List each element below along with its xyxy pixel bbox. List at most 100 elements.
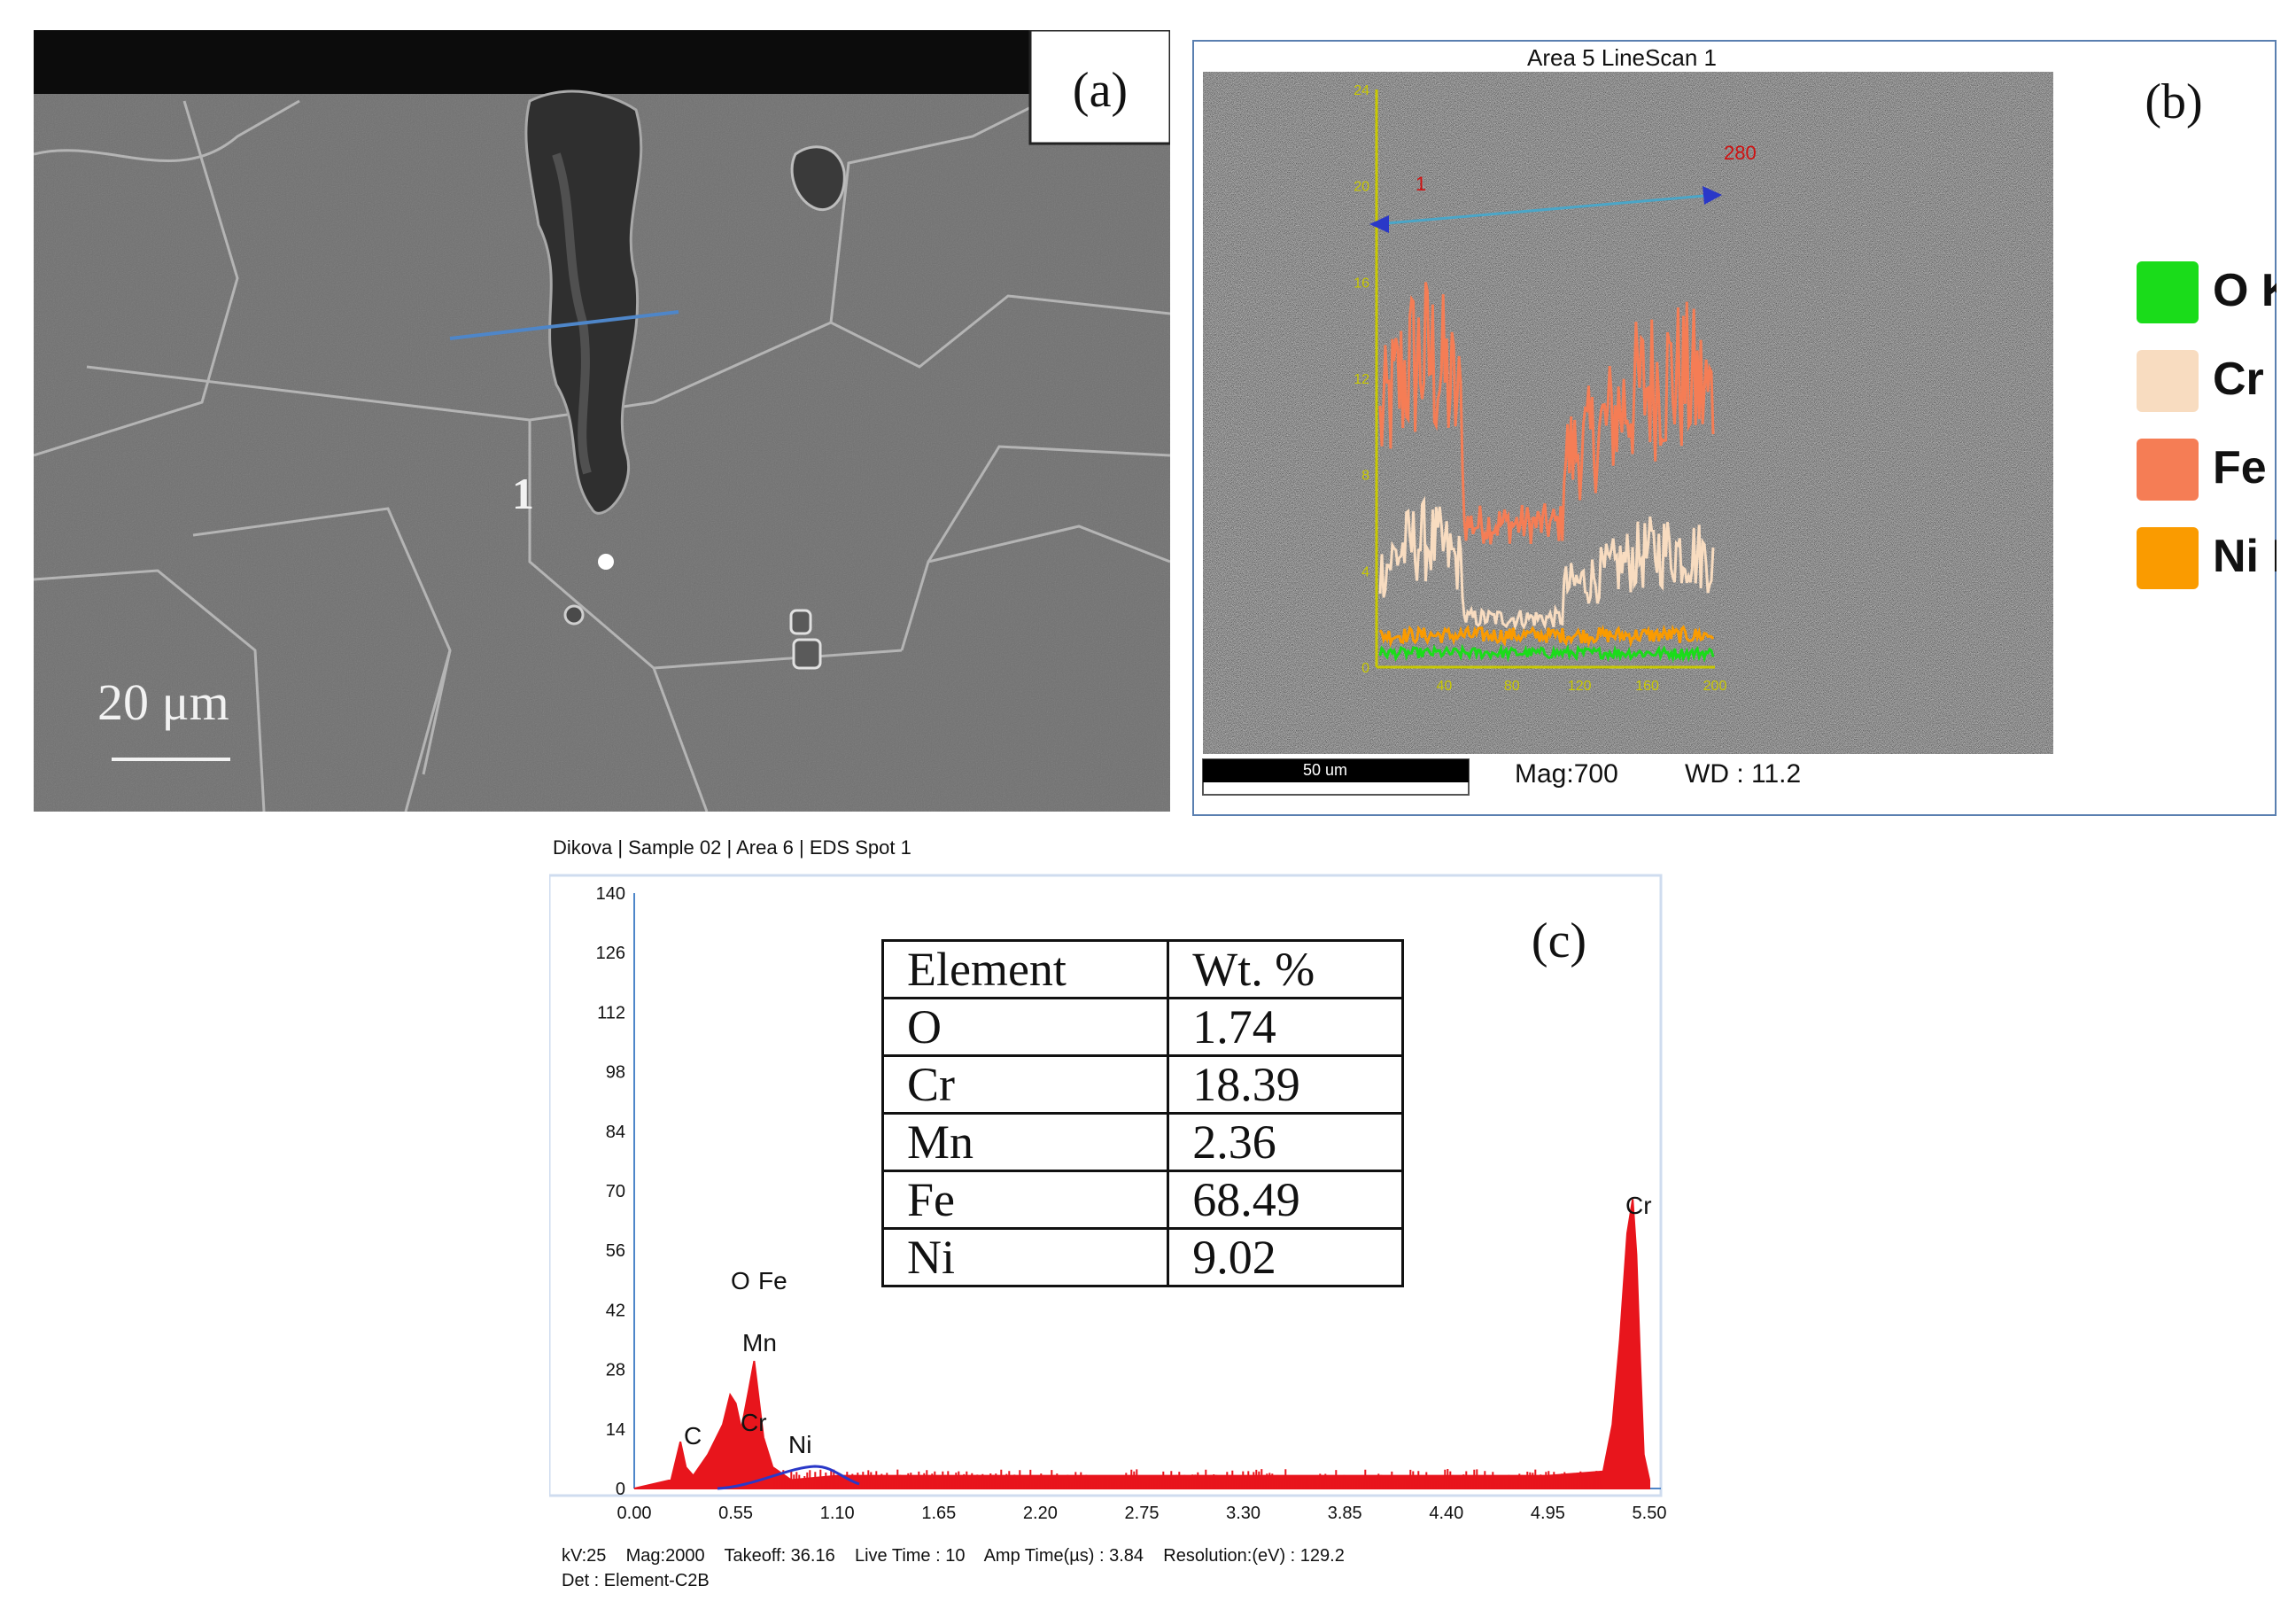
table-row: Mn 2.36 xyxy=(880,1112,1404,1172)
element-cell: Cr xyxy=(880,1054,1170,1115)
spectrum-y-ticks: 0 14 28 42 56 70 84 98 112 126 140 xyxy=(596,884,625,1499)
legend-label: Cr K xyxy=(2213,354,2277,405)
peak-label-o: O xyxy=(731,1267,750,1294)
line-scan-y-ticks: 0 4 8 12 16 20 24 xyxy=(1354,83,1369,676)
profile-line xyxy=(1378,624,1715,649)
background-fit xyxy=(717,1465,860,1490)
y-tick-label: 20 xyxy=(1354,180,1369,195)
column-header: Element xyxy=(880,939,1170,999)
x-tick-label: 2.20 xyxy=(1023,1504,1058,1523)
x-tick-label: 1.10 xyxy=(820,1504,855,1523)
spectrum-x-ticks: 0.00 0.55 1.10 1.65 2.20 2.75 3.30 3.85 4.40 4.95… xyxy=(617,1504,1667,1523)
x-tick-label: 5.50 xyxy=(1633,1504,1667,1523)
spectrum-series xyxy=(633,1199,1650,1489)
legend-label: O K xyxy=(2213,265,2277,316)
x-tick-label: 200 xyxy=(1703,679,1727,694)
spectrum-area xyxy=(633,1199,1650,1489)
legend-swatch xyxy=(2137,439,2199,501)
x-tick-label: 4.95 xyxy=(1531,1504,1565,1523)
x-tick-label: 0.55 xyxy=(718,1504,753,1523)
table-header-row: Element Wt. % xyxy=(880,939,1404,999)
line-scan-scale-label: 50 um xyxy=(1303,761,1347,779)
panel-a-label: (a) xyxy=(1073,63,1128,118)
y-tick-label: 16 xyxy=(1354,276,1369,291)
x-tick-label: 2.75 xyxy=(1125,1504,1160,1523)
line-scan-line xyxy=(449,310,679,340)
svg-text:280: 280 xyxy=(1724,142,1757,164)
peak-label-c: C xyxy=(684,1422,702,1450)
element-cell: Ni xyxy=(880,1227,1170,1287)
y-tick-label: 0 xyxy=(616,1480,625,1499)
y-tick-label: 112 xyxy=(597,1003,625,1022)
peak-label-cr-k: Cr xyxy=(1625,1192,1652,1219)
table-row: O 1.74 xyxy=(880,997,1404,1057)
composition-table: Element Wt. % O 1.74 Cr 18.39 Mn 2.36 Fe 68.… xyxy=(880,939,1404,1287)
x-tick-label: 0.00 xyxy=(617,1504,652,1523)
line-scan-x-ticks: 40 80 120 160 200 xyxy=(1437,679,1727,694)
y-tick-label: 4 xyxy=(1361,564,1369,579)
x-tick-label: 160 xyxy=(1635,679,1659,694)
wt-cell: 68.49 xyxy=(1167,1170,1404,1230)
sem-micrograph-panel: (a) 1 20 μm xyxy=(34,30,1170,812)
profile-line xyxy=(1378,495,1715,632)
element-cell: Fe xyxy=(880,1170,1170,1230)
peak-label-ni: Ni xyxy=(788,1431,811,1458)
spectrum-footer-1: kV:25 Mag:2000 Takeoff: 36.16 Live Time … xyxy=(562,1546,1345,1566)
crack-feature xyxy=(524,89,643,515)
y-tick-label: 84 xyxy=(606,1123,625,1142)
y-tick-label: 140 xyxy=(596,884,625,904)
spectrum-noise xyxy=(772,1469,1603,1489)
element-cell: O xyxy=(880,997,1170,1057)
mag-readout: Mag:700 xyxy=(1515,759,1618,789)
table-row: Ni 9.02 xyxy=(880,1227,1404,1287)
peak-label-cr: Cr xyxy=(741,1409,767,1436)
spectrum-footer-2: Det : Element-C2B xyxy=(562,1571,710,1590)
table-row: Cr 18.39 xyxy=(880,1054,1404,1115)
y-tick-label: 98 xyxy=(606,1063,625,1083)
svg-text:1: 1 xyxy=(1416,173,1426,195)
element-legend: O K Cr K Fe K Ni K xyxy=(2137,261,2277,589)
x-tick-label: 3.30 xyxy=(1226,1504,1260,1523)
y-tick-label: 56 xyxy=(606,1241,625,1261)
line-scan-profiles xyxy=(1378,282,1715,664)
y-tick-label: 8 xyxy=(1361,469,1369,484)
eds-spot-marker xyxy=(598,554,614,570)
panel-c-label: (c) xyxy=(1532,913,1586,968)
scan-arrow xyxy=(1376,193,1716,226)
wt-cell: 18.39 xyxy=(1167,1054,1404,1115)
scale-bar-label: 20 μm xyxy=(97,673,229,731)
spectrum-header: Dikova | Sample 02 | Area 6 | EDS Spot 1 xyxy=(553,836,911,859)
profile-line xyxy=(1378,282,1715,545)
peak-label-mn: Mn xyxy=(742,1329,777,1356)
y-tick-label: 126 xyxy=(596,944,625,963)
x-tick-label: 120 xyxy=(1568,679,1592,694)
x-tick-label: 3.85 xyxy=(1328,1504,1362,1523)
y-tick-label: 14 xyxy=(606,1420,625,1440)
line-scan-title: Area 5 LineScan 1 xyxy=(1527,44,1717,71)
y-tick-label: 70 xyxy=(606,1182,625,1201)
x-tick-label: 40 xyxy=(1437,679,1453,694)
wt-cell: 1.74 xyxy=(1167,997,1404,1057)
peak-label-fe: Fe xyxy=(758,1267,787,1294)
x-tick-label: 1.65 xyxy=(921,1504,956,1523)
profile-line xyxy=(1378,643,1715,664)
legend-swatch xyxy=(2137,527,2199,589)
column-header: Wt. % xyxy=(1167,939,1404,999)
y-tick-label: 12 xyxy=(1354,372,1369,387)
wd-readout: WD : 11.2 xyxy=(1685,759,1801,789)
wt-cell: 9.02 xyxy=(1167,1227,1404,1287)
legend-label: Fe K xyxy=(2213,442,2277,494)
panel-b-label: (b) xyxy=(2145,74,2202,129)
element-cell: Mn xyxy=(880,1112,1170,1172)
table-row: Fe 68.49 xyxy=(880,1170,1404,1230)
wt-cell: 2.36 xyxy=(1167,1112,1404,1172)
y-tick-label: 0 xyxy=(1361,661,1369,676)
line-scan-panel: Area 5 LineScan 1 0 4 8 12 16 20 24 40 80 120 160… xyxy=(1192,40,2277,816)
y-tick-label: 24 xyxy=(1354,83,1369,98)
point-label: 1 xyxy=(512,469,534,518)
legend-label: Ni K xyxy=(2213,531,2277,582)
x-tick-label: 80 xyxy=(1504,679,1520,694)
y-tick-label: 28 xyxy=(606,1361,625,1380)
x-tick-label: 4.40 xyxy=(1429,1504,1463,1523)
legend-swatch xyxy=(2137,350,2199,412)
